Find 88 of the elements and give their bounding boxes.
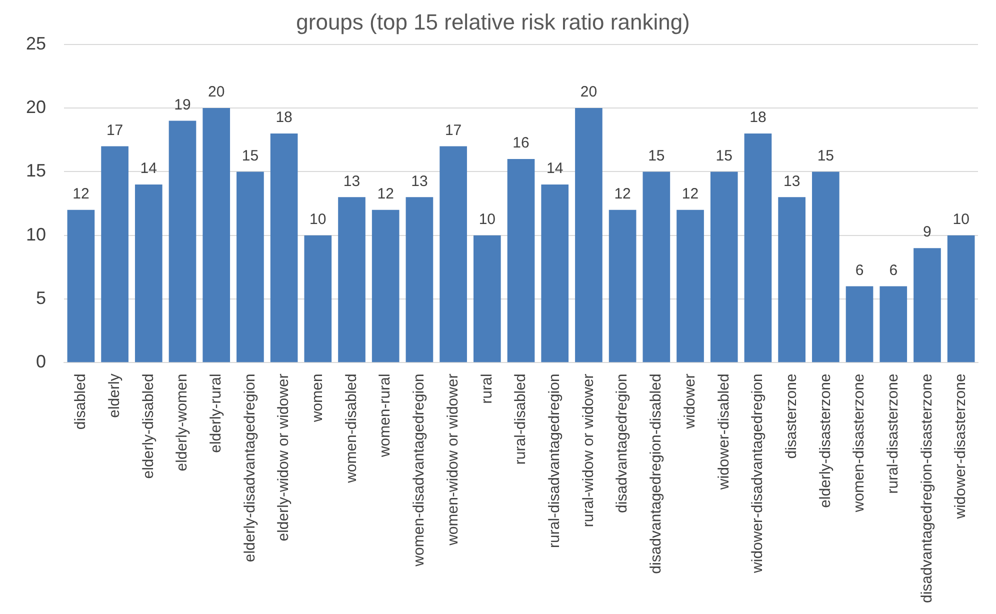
x-tick-label: disadvantagedregion-disasterzone	[918, 374, 936, 604]
bar	[101, 146, 128, 362]
x-tick-label: widower-disasterzone	[952, 374, 970, 520]
data-label: 10	[310, 211, 326, 228]
bar	[744, 134, 772, 362]
data-label: 19	[174, 96, 191, 114]
bar	[338, 197, 366, 362]
data-label: 12	[377, 186, 394, 203]
x-tick-label: women-disabled	[342, 374, 360, 484]
bar	[67, 210, 95, 362]
y-tick-label: 15	[26, 160, 46, 181]
data-label: 12	[614, 186, 631, 203]
data-label: 15	[817, 147, 834, 164]
data-label: 15	[648, 147, 665, 164]
x-tick-label: rural-disasterzone	[884, 374, 902, 494]
data-label: 17	[444, 122, 462, 139]
bar	[947, 235, 975, 362]
data-label: 13	[411, 172, 428, 190]
data-label: 10	[478, 211, 496, 228]
x-tick-label: women-rural	[376, 374, 394, 458]
y-tick-label: 5	[36, 288, 46, 308]
data-label: 13	[783, 172, 800, 190]
data-label: 14	[140, 160, 157, 178]
y-tick-label: 0	[36, 352, 46, 372]
data-label: 12	[682, 186, 699, 203]
data-label: 16	[512, 134, 530, 152]
data-label: 12	[72, 186, 90, 203]
bar	[473, 235, 501, 362]
bar	[812, 172, 840, 362]
bar	[406, 197, 434, 362]
bar	[440, 146, 467, 362]
bar	[202, 108, 230, 362]
x-tick-label: women-widow or widower	[444, 374, 462, 546]
data-label: 18	[276, 109, 292, 126]
data-label: 17	[106, 122, 124, 139]
data-label: 6	[855, 262, 864, 279]
data-label: 20	[580, 84, 598, 101]
x-tick-label: elderly-rural	[207, 374, 224, 453]
x-tick-label: widower-disabled	[715, 374, 732, 491]
x-tick-label: disabled	[72, 374, 90, 430]
y-tick-label: 10	[26, 224, 46, 244]
x-tick-label: disadvantagedregion	[614, 374, 631, 513]
bar	[541, 184, 569, 362]
bar	[507, 158, 535, 362]
bar	[134, 184, 162, 362]
bar	[270, 134, 298, 362]
x-tick-label: elderly-disadvantagedregion	[241, 374, 258, 562]
data-label: 14	[546, 160, 564, 178]
x-tick-label: elderly	[106, 373, 123, 418]
bar	[642, 172, 670, 362]
x-tick-label: elderly-disabled	[140, 374, 157, 479]
x-tick-label: elderly-disasterzone	[816, 374, 834, 508]
data-label: 15	[716, 147, 732, 164]
x-tick-label: women-disasterzone	[850, 374, 868, 514]
bar	[372, 210, 400, 362]
x-tick-label: women	[309, 374, 326, 424]
data-label: 20	[208, 84, 225, 101]
x-tick-label: rural-widow or widower	[580, 374, 597, 528]
bar	[914, 248, 941, 362]
x-tick-label: elderly-widow or widower	[275, 374, 292, 542]
x-tick-label: rural-disabled	[512, 374, 530, 465]
bar	[236, 172, 264, 362]
bar	[168, 120, 196, 362]
bar	[304, 235, 332, 362]
x-tick-label: disadvantagedregion-disabled	[648, 374, 665, 574]
bar	[676, 210, 704, 362]
data-label: 10	[952, 211, 970, 228]
x-tick-label: widower	[681, 374, 698, 430]
bar	[575, 108, 602, 362]
x-tick-label: rural	[478, 374, 496, 404]
data-label: 18	[750, 109, 766, 126]
x-tick-label: rural-disadvantagedregion	[546, 374, 563, 548]
y-tick-label: 25	[26, 33, 46, 54]
x-tick-label: elderly-women	[174, 374, 191, 472]
data-label: 13	[343, 172, 360, 190]
y-tick-label: 20	[26, 97, 46, 118]
bar	[880, 286, 908, 362]
data-label: 6	[889, 262, 898, 279]
bar	[846, 286, 874, 362]
bar	[778, 197, 806, 362]
data-label: 9	[923, 224, 932, 241]
x-tick-label: women-disadvantagedregion	[410, 374, 428, 568]
bar	[608, 210, 636, 362]
data-label: 15	[242, 147, 259, 164]
bar	[710, 172, 738, 362]
x-tick-label: widower-disadvantagedregion	[749, 374, 766, 574]
x-tick-label: disasterzone	[782, 374, 800, 459]
chart-title: groups (top 15 relative risk ratio ranking)	[296, 9, 690, 34]
